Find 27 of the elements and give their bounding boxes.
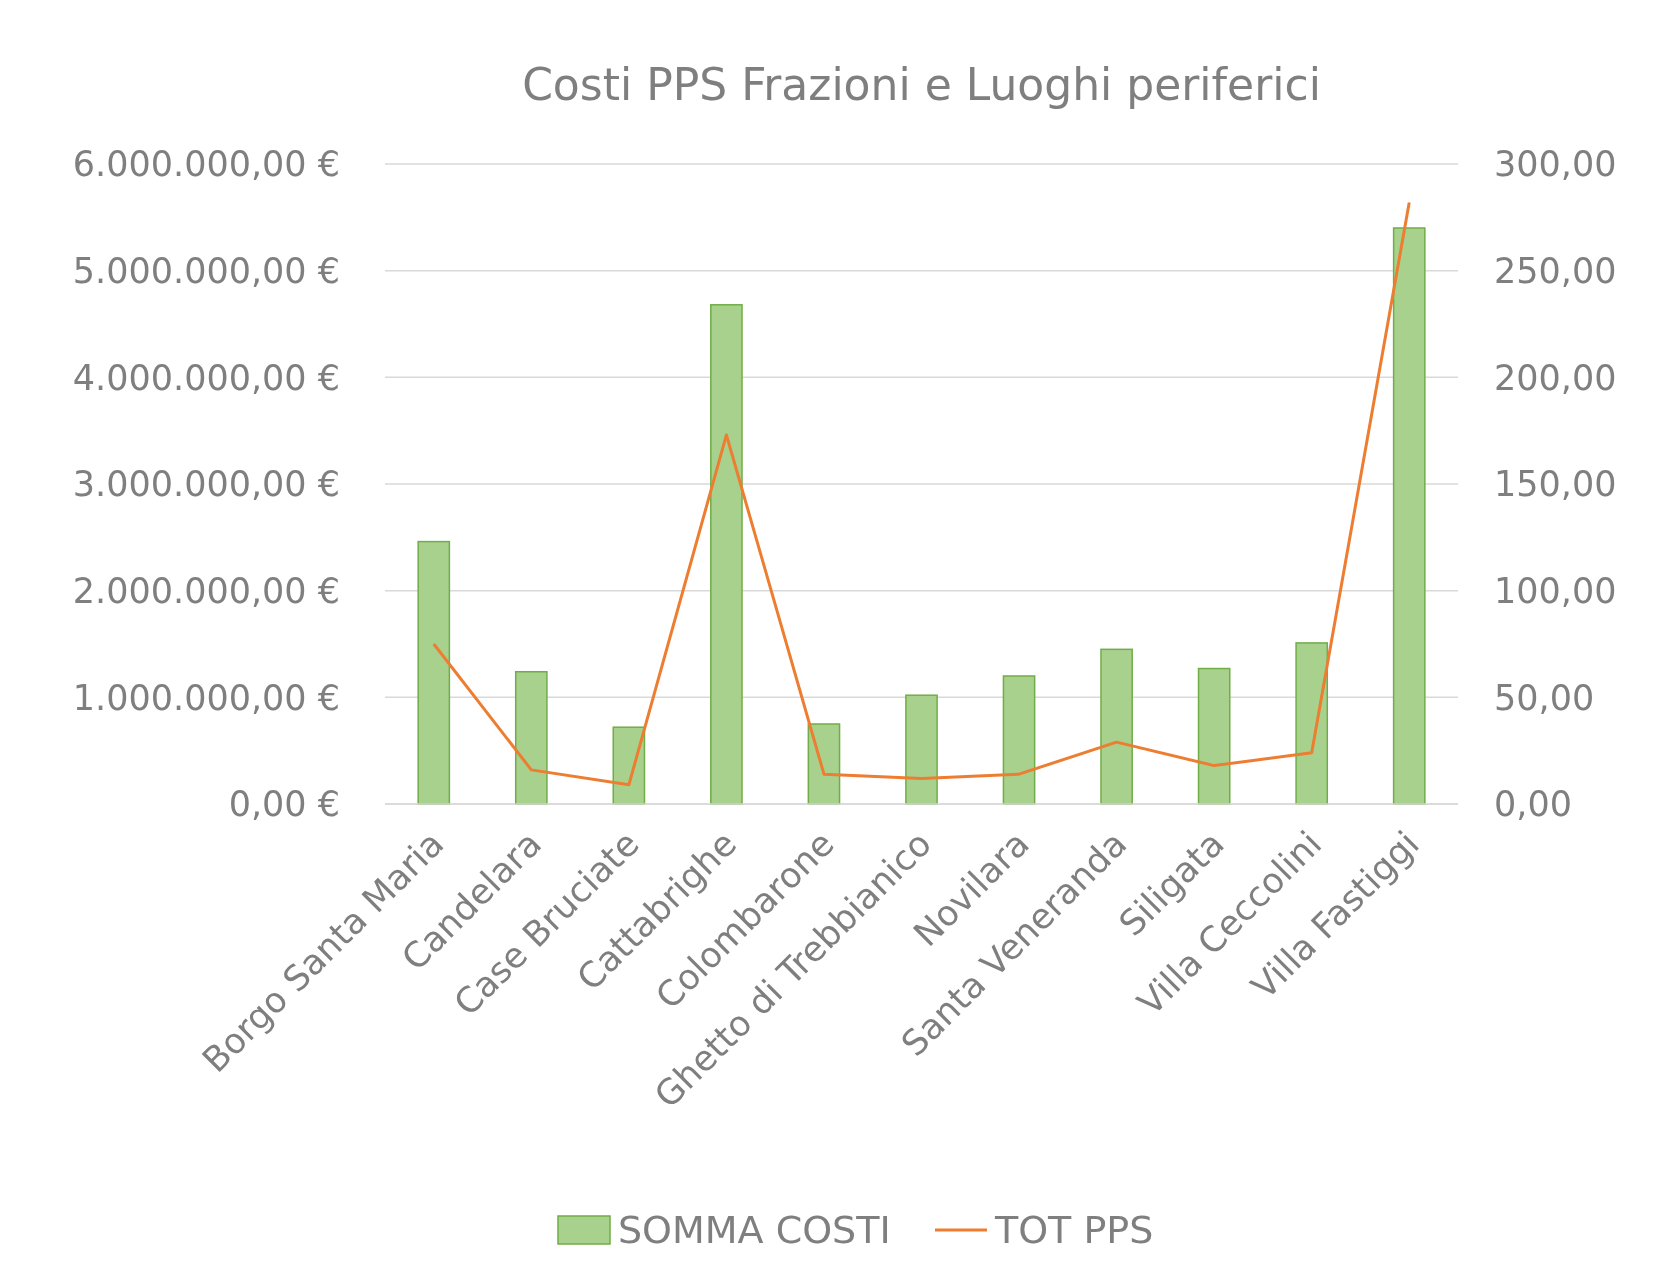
y-tick-label: 5.000.000,00 € <box>72 250 340 291</box>
y-tick-label: 0,00 € <box>228 784 340 825</box>
legend-label: SOMMA COSTI <box>618 1208 891 1253</box>
y2-tick-label: 150,00 <box>1494 464 1617 505</box>
y2-tick-label: 200,00 <box>1494 357 1617 398</box>
y-tick-label: 4.000.000,00 € <box>72 357 340 398</box>
y2-tick-label: 100,00 <box>1494 570 1617 611</box>
y2-tick-label: 300,00 <box>1494 144 1617 185</box>
bar <box>1392 227 1426 805</box>
y-tick-label: 3.000.000,00 € <box>72 464 340 505</box>
bar <box>710 304 743 805</box>
y-tick-label: 6.000.000,00 € <box>72 144 340 185</box>
line-series <box>432 200 1411 787</box>
y-tick-label: 1.000.000,00 € <box>72 677 340 718</box>
y2-tick-label: 50,00 <box>1494 677 1595 718</box>
legend-label: TOT PPS <box>994 1208 1154 1253</box>
y2-tick-label: 250,00 <box>1494 250 1617 291</box>
bar <box>1295 642 1329 805</box>
chart-title: Costi PPS Frazioni e Luoghi periferici <box>522 59 1321 110</box>
bar <box>1197 667 1231 805</box>
bar <box>514 670 548 805</box>
bar <box>417 540 451 805</box>
y2-tick-label: 0,00 <box>1494 784 1572 825</box>
bar <box>905 694 938 805</box>
y-tick-label: 2.000.000,00 € <box>72 570 340 611</box>
bar <box>1002 675 1036 805</box>
bar <box>1100 648 1133 805</box>
